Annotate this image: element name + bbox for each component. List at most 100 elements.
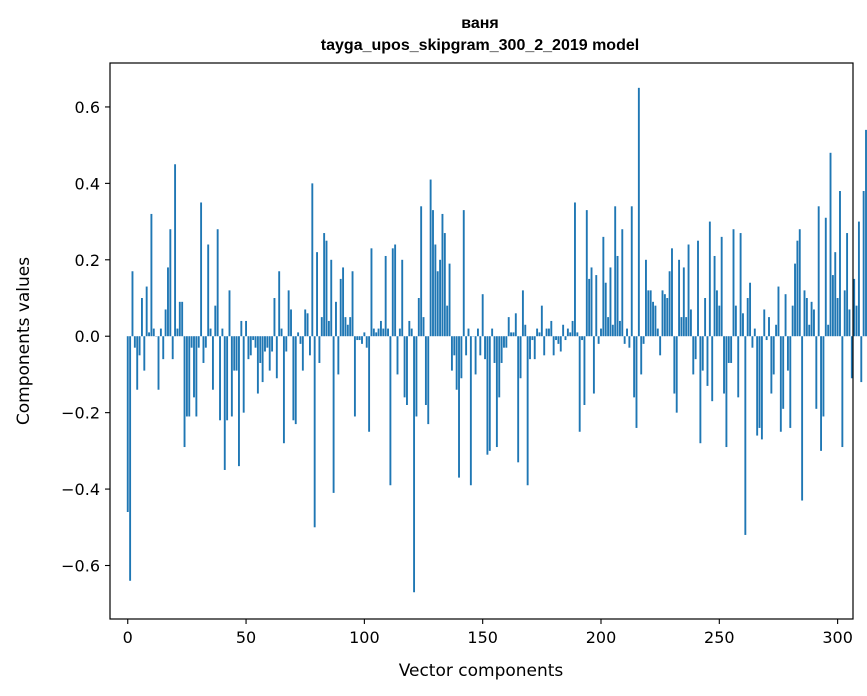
bar	[680, 317, 683, 337]
bar	[758, 336, 761, 428]
bar	[633, 336, 636, 398]
bar	[372, 328, 375, 337]
bar	[413, 336, 416, 593]
bar	[254, 336, 257, 348]
bar	[813, 309, 815, 337]
bar	[685, 317, 688, 337]
bar	[500, 336, 503, 363]
y-tick-label: 0.4	[75, 174, 100, 193]
bar	[865, 129, 867, 337]
bar	[742, 313, 744, 337]
bar	[245, 320, 247, 337]
bar	[545, 328, 548, 337]
bar	[630, 206, 633, 337]
bar	[786, 336, 789, 371]
bar	[462, 210, 465, 337]
bar	[822, 336, 825, 417]
bar	[675, 336, 678, 413]
bar	[238, 336, 240, 467]
bar	[353, 336, 356, 417]
y-tick-label: 0.0	[75, 327, 100, 346]
bar	[645, 259, 647, 337]
bar	[857, 221, 860, 337]
bar	[332, 336, 335, 493]
bar	[772, 336, 775, 375]
bar	[820, 336, 822, 451]
bar	[256, 336, 259, 394]
bar	[536, 328, 539, 337]
x-tick-label: 0	[123, 628, 133, 647]
bar	[493, 336, 496, 363]
axes-group: 0 50 100 150 200 250 300 −0.6 −0.4 −0.2 0.0 0.2 0.4 0…	[61, 98, 853, 647]
bar	[370, 248, 373, 337]
bar	[197, 336, 200, 348]
chart-title: ваня	[461, 15, 499, 32]
bar	[150, 213, 153, 337]
bar	[226, 336, 229, 421]
bar	[659, 336, 662, 356]
bar	[562, 324, 565, 337]
bar	[583, 336, 586, 405]
bar	[592, 336, 595, 394]
bar	[311, 183, 314, 337]
bar	[749, 282, 752, 337]
bar	[320, 317, 323, 337]
bar	[195, 336, 198, 417]
bar	[507, 317, 510, 337]
bar	[794, 263, 796, 337]
bar	[737, 336, 740, 398]
y-tick-label: 0.6	[75, 98, 100, 117]
bar	[649, 290, 652, 337]
bar	[424, 336, 427, 405]
chart-subtitle: tayga_upos_skipgram_300_2_2019 model	[321, 37, 639, 54]
bar	[309, 336, 311, 356]
bar	[285, 336, 288, 352]
bar	[185, 336, 188, 417]
bar	[694, 336, 697, 360]
bar	[739, 233, 742, 337]
bar	[559, 336, 562, 352]
bar	[342, 267, 345, 337]
bar	[585, 210, 588, 337]
bar	[420, 206, 423, 337]
bar	[635, 336, 638, 428]
bar	[853, 278, 856, 337]
bar	[708, 221, 711, 337]
y-tick-label: −0.6	[61, 557, 100, 576]
bar	[727, 336, 730, 363]
bar	[379, 320, 382, 337]
bar	[335, 301, 337, 337]
bar	[301, 336, 304, 371]
bar	[623, 336, 626, 344]
bar	[571, 320, 574, 337]
bar	[713, 255, 716, 337]
bar	[394, 244, 397, 337]
bar	[796, 240, 799, 337]
bar	[824, 217, 827, 337]
bar	[141, 298, 143, 337]
bar	[299, 336, 302, 344]
bar	[446, 305, 449, 337]
bar	[126, 336, 129, 512]
bar	[514, 313, 517, 337]
bar	[701, 336, 704, 371]
bar	[415, 336, 418, 417]
bars-group	[126, 87, 867, 593]
bar	[129, 336, 132, 581]
bar	[618, 320, 621, 337]
bar	[344, 317, 347, 337]
bar	[207, 244, 210, 337]
bar	[200, 202, 203, 337]
bar	[850, 336, 853, 379]
bar	[167, 267, 169, 337]
bar	[453, 336, 456, 356]
bar	[637, 87, 640, 337]
bar	[183, 336, 186, 448]
bar	[855, 305, 858, 337]
bar	[505, 336, 508, 348]
bar	[278, 271, 281, 337]
bar	[280, 328, 283, 337]
bar	[529, 336, 531, 360]
bar	[422, 317, 425, 337]
